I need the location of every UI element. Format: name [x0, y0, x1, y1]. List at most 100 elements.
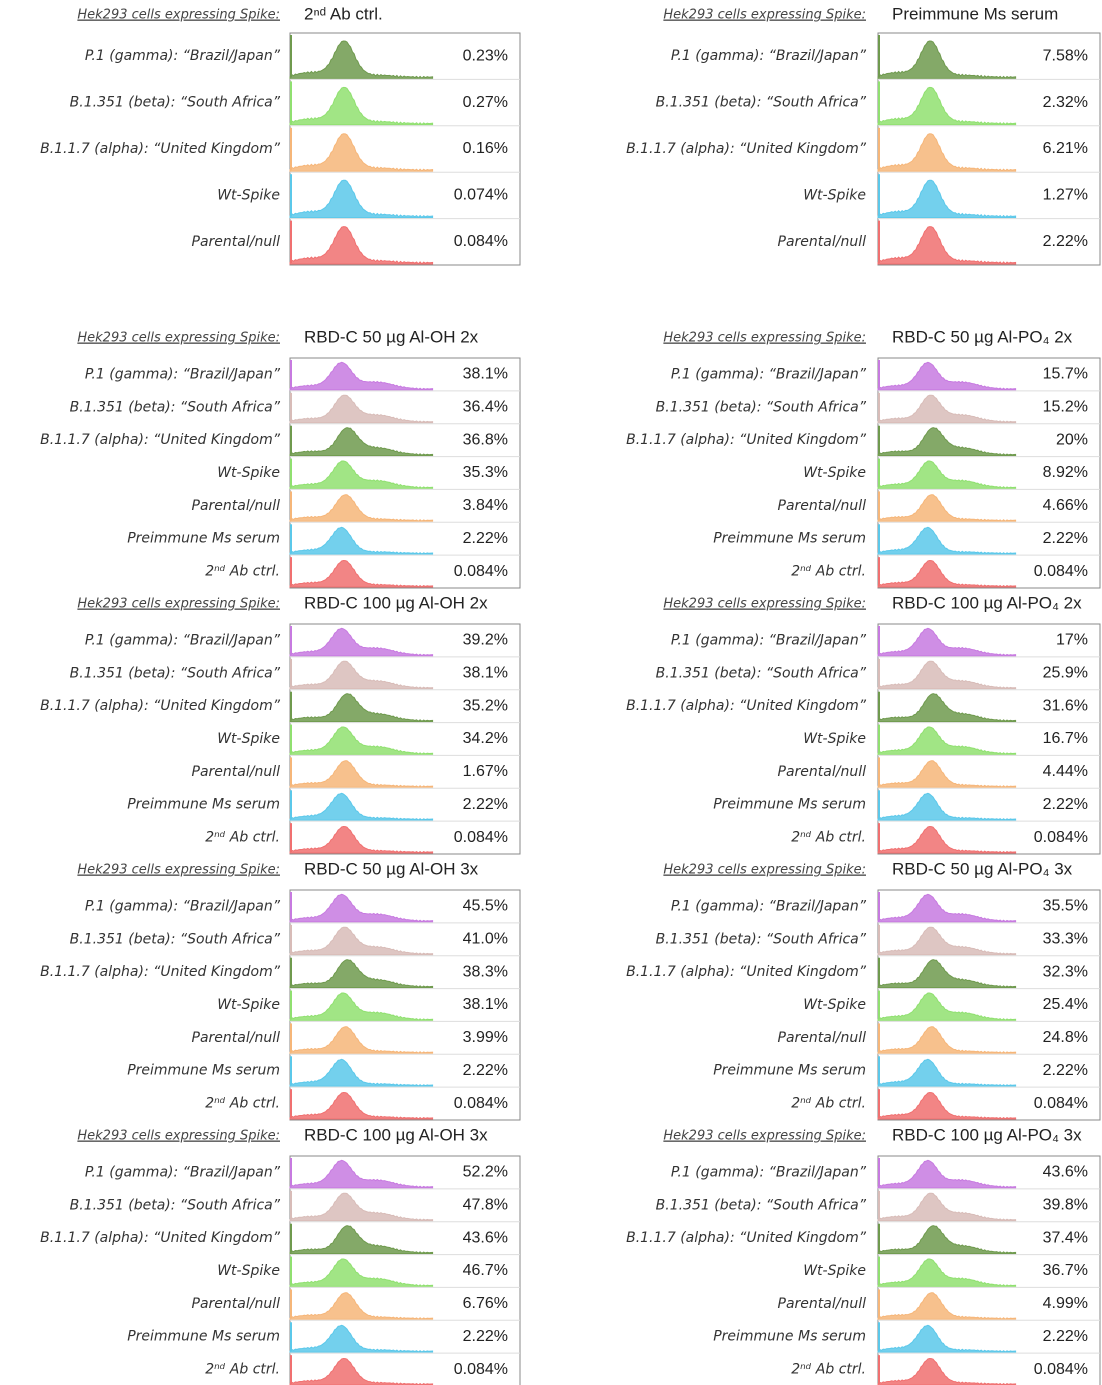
histogram-edge: [878, 220, 880, 263]
histogram: [877, 926, 1017, 956]
histogram-edge: [290, 1256, 292, 1286]
row-value: 2.32%: [1043, 94, 1088, 111]
row-label: B.1.351 (beta): “South Africa”: [656, 1197, 867, 1213]
row-value: 38.1%: [463, 996, 508, 1013]
row-label: B.1.1.7 (alpha): “United Kingdom”: [40, 698, 281, 714]
histogram: [877, 361, 1017, 391]
histogram-edge: [290, 491, 292, 521]
row-value: 0.23%: [463, 47, 508, 64]
histogram-edge: [878, 1322, 880, 1352]
histogram-edge: [290, 557, 292, 586]
row-value: 25.9%: [1043, 665, 1088, 682]
row-value: 38.3%: [463, 963, 508, 980]
histogram: [289, 825, 434, 854]
row-value: 4.66%: [1043, 497, 1088, 514]
row-label: P.1 (gamma): “Brazil/Japan”: [671, 632, 867, 648]
histogram: [289, 1192, 434, 1222]
histogram-edge: [290, 1289, 292, 1319]
row-value: 35.2%: [463, 697, 508, 714]
histogram-edge: [878, 1089, 880, 1118]
row-value: 31.6%: [1043, 697, 1088, 714]
histogram-edge: [878, 458, 880, 488]
row-value: 2.22%: [463, 1062, 508, 1079]
panel-header: Hek293 cells expressing Spike:: [77, 597, 280, 612]
row-value: 20%: [1056, 431, 1088, 448]
histogram: [877, 726, 1017, 755]
row-value: 8.92%: [1043, 464, 1088, 481]
histogram: [289, 627, 434, 657]
panel-title: 2ⁿᵈ Ab ctrl.: [304, 4, 383, 23]
row-value: 2.22%: [1043, 1062, 1088, 1079]
row-value: 45.5%: [463, 898, 508, 915]
histogram: [877, 1225, 1017, 1255]
histogram-edge: [290, 658, 292, 688]
histogram-edge: [878, 127, 880, 171]
histogram-edge: [878, 1158, 880, 1187]
histogram: [289, 226, 434, 265]
row-label: Wt-Spike: [217, 997, 280, 1013]
histogram: [877, 1292, 1017, 1320]
histogram: [877, 427, 1017, 457]
histogram-edge: [290, 220, 292, 263]
histogram-edge: [290, 790, 292, 820]
panel-title: RBD-C 100 µg Al-PO₄ 2x: [892, 593, 1082, 612]
row-label: Parental/null: [192, 1030, 281, 1046]
histogram-edge: [878, 1256, 880, 1286]
row-label: Parental/null: [192, 498, 281, 514]
histogram: [289, 792, 434, 821]
row-label: Wt-Spike: [217, 465, 280, 481]
row-label: B.1.1.7 (alpha): “United Kingdom”: [626, 698, 867, 714]
histogram-edge: [878, 1023, 880, 1053]
row-value: 17%: [1056, 632, 1088, 649]
histogram-edge: [290, 892, 292, 921]
row-label: P.1 (gamma): “Brazil/Japan”: [671, 1164, 867, 1180]
histogram-edge: [290, 35, 292, 78]
histogram: [289, 992, 434, 1021]
histogram: [289, 1292, 434, 1320]
row-label: B.1.1.7 (alpha): “United Kingdom”: [40, 964, 281, 980]
histogram-edge: [290, 1023, 292, 1053]
histogram: [877, 1026, 1017, 1054]
histogram-edge: [290, 174, 292, 217]
histogram-edge: [290, 990, 292, 1020]
histogram: [289, 1357, 434, 1385]
histogram-edge: [878, 724, 880, 754]
row-label: P.1 (gamma): “Brazil/Japan”: [671, 898, 867, 914]
histogram: [289, 926, 434, 956]
histogram: [877, 526, 1017, 555]
histogram-edge: [878, 924, 880, 954]
histogram: [877, 627, 1017, 657]
row-value: 3.84%: [463, 497, 508, 514]
histogram: [289, 494, 434, 522]
histogram: [289, 40, 434, 79]
histogram-edge: [878, 1355, 880, 1384]
row-value: 1.67%: [463, 763, 508, 780]
row-value: 0.27%: [463, 94, 508, 111]
histogram-edge: [290, 1056, 292, 1086]
row-label: 2ⁿᵈ Ab ctrl.: [791, 830, 866, 846]
histogram: [289, 427, 434, 457]
histogram: [877, 760, 1017, 788]
row-value: 37.4%: [1043, 1229, 1088, 1246]
histogram: [877, 1357, 1017, 1385]
histogram-edge: [878, 990, 880, 1020]
row-label: Preimmune Ms serum: [713, 531, 866, 547]
panel-header: Hek293 cells expressing Spike:: [663, 863, 866, 878]
row-label: 2ⁿᵈ Ab ctrl.: [791, 564, 866, 580]
row-label: B.1.1.7 (alpha): “United Kingdom”: [626, 432, 867, 448]
histogram-edge: [878, 360, 880, 389]
histogram: [289, 959, 434, 989]
histogram-edge: [878, 1223, 880, 1253]
row-value: 2.22%: [1043, 233, 1088, 250]
row-label: Preimmune Ms serum: [713, 1329, 866, 1345]
row-label: Parental/null: [192, 764, 281, 780]
panel-title: RBD-C 100 µg Al-OH 2x: [304, 593, 488, 612]
histogram: [877, 1058, 1017, 1087]
histogram-edge: [878, 957, 880, 987]
panel-header: Hek293 cells expressing Spike:: [663, 331, 866, 346]
histogram-edge: [878, 823, 880, 852]
row-label: B.1.1.7 (alpha): “United Kingdom”: [626, 141, 867, 157]
row-value: 7.58%: [1043, 47, 1088, 64]
histogram-edge: [290, 425, 292, 455]
